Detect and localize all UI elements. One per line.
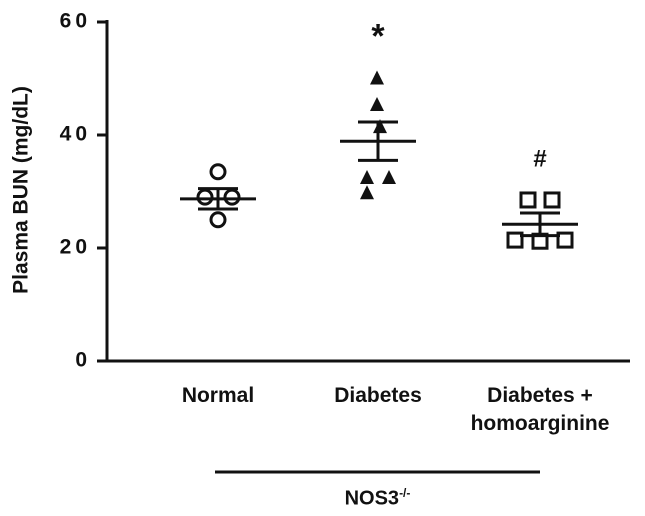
data-point	[360, 169, 374, 184]
data-point	[196, 188, 214, 206]
y-tick-label: 0	[75, 349, 91, 372]
x-tick-label: Diabetes	[334, 384, 422, 407]
x-tick-label: Normal	[181, 384, 255, 407]
data-point	[370, 70, 384, 85]
x-tick-label: Diabetes + homoarginine	[470, 384, 610, 435]
data-point	[209, 211, 227, 229]
data-point	[360, 185, 374, 200]
y-tick-label: 60	[60, 10, 91, 33]
y-tick-label: 20	[60, 236, 91, 259]
data-point	[370, 97, 384, 112]
data-point	[209, 163, 227, 181]
y-axis-label: Plasma BUN (mg/dL)	[10, 86, 33, 294]
group-label-text: NOS3	[344, 487, 400, 510]
data-point	[556, 231, 574, 249]
data-point	[382, 169, 396, 184]
group-label-superscript: -/-	[399, 486, 411, 500]
annotation: #	[533, 145, 546, 172]
y-tick-label: 40	[60, 123, 91, 146]
data-point	[223, 188, 241, 206]
data-point	[506, 231, 524, 249]
data-point	[519, 191, 537, 209]
annotation: *	[371, 17, 385, 55]
data-point	[543, 191, 561, 209]
group-label: NOS3-/-	[215, 486, 540, 511]
